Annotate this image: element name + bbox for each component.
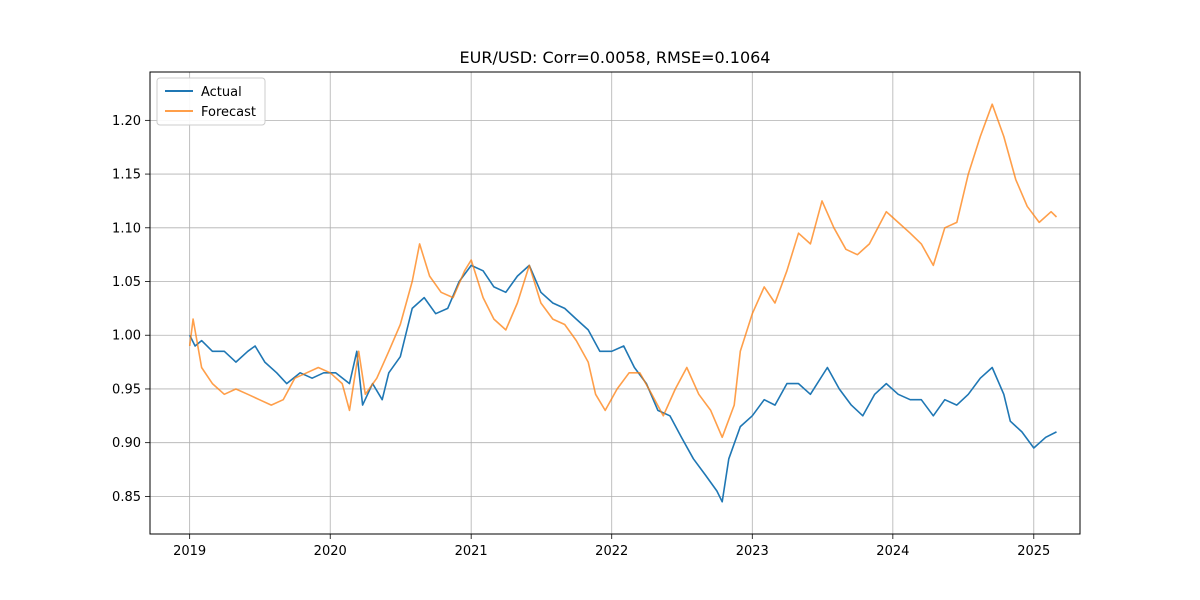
x-tick-label: 2021 xyxy=(455,544,488,559)
gridlines xyxy=(150,72,1080,534)
x-tick-label: 2025 xyxy=(1017,544,1050,559)
x-tick-label: 2023 xyxy=(736,544,769,559)
y-tick-label: 0.95 xyxy=(112,382,141,397)
series-line-forecast xyxy=(188,103,1058,439)
y-tick-label: 1.05 xyxy=(112,275,141,290)
legend: Actual Forecast xyxy=(156,77,266,126)
series-layer xyxy=(188,103,1058,503)
y-tick-label: 1.15 xyxy=(112,168,141,183)
x-tick-label: 2019 xyxy=(173,544,206,559)
chart-title: EUR/USD: Corr=0.0058, RMSE=0.1064 xyxy=(460,48,771,67)
y-axis-ticks: 0.85 0.90 0.95 1.00 1.05 1.10 1.15 1.20 xyxy=(112,114,150,505)
y-tick-label: 1.00 xyxy=(112,329,141,344)
y-tick-label: 0.85 xyxy=(112,490,141,505)
y-tick-label: 1.20 xyxy=(112,114,141,129)
x-axis-ticks: 2019 2020 2021 2022 2023 2024 2025 xyxy=(173,534,1050,559)
x-tick-label: 2024 xyxy=(876,544,909,559)
legend-label-actual: Actual xyxy=(201,85,242,100)
x-tick-label: 2020 xyxy=(314,544,347,559)
plot-frame xyxy=(149,71,1081,535)
x-tick-label: 2022 xyxy=(595,544,628,559)
y-tick-label: 0.90 xyxy=(112,436,141,451)
legend-box xyxy=(156,77,266,126)
series-line-actual xyxy=(188,264,1057,503)
legend-label-forecast: Forecast xyxy=(201,105,256,120)
y-tick-label: 1.10 xyxy=(112,221,141,236)
